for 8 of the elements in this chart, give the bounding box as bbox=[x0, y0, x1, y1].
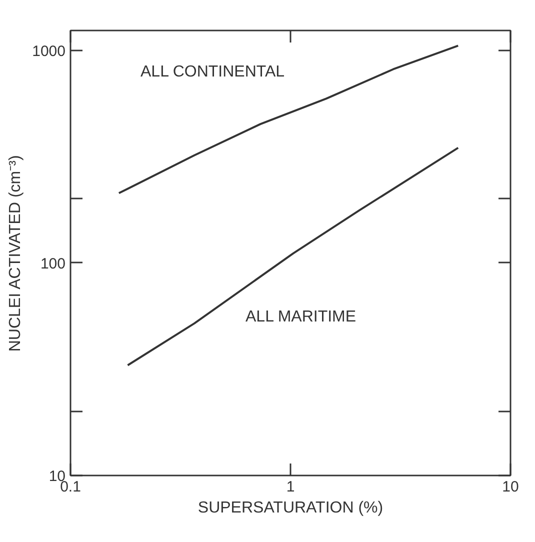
y-tick-label: 1000 bbox=[32, 42, 66, 60]
x-axis-title: SUPERSATURATION (%) bbox=[198, 500, 384, 516]
y-axis-title: NUCLEI ACTIVATED (cm⁻³) bbox=[7, 155, 24, 352]
x-tick-label: 10 bbox=[502, 478, 519, 496]
y-tick-label: 100 bbox=[40, 255, 66, 272]
annotation: ALL MARITIME bbox=[246, 308, 356, 326]
annotation: ALL CONTINENTAL bbox=[140, 64, 285, 80]
x-tick-label: 1 bbox=[286, 478, 295, 496]
